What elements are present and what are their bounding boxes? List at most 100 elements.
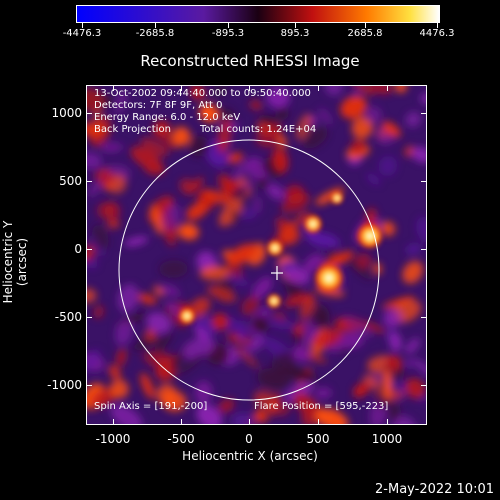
- emission-blob: [310, 303, 330, 330]
- emission-blob: [241, 208, 258, 220]
- solar-image-plot: [86, 85, 427, 425]
- emission-blob: [87, 121, 106, 138]
- emission-blob: [87, 87, 105, 112]
- x-axis-tick: [387, 419, 388, 425]
- emission-blob: [258, 177, 269, 190]
- emission-blob: [115, 89, 127, 114]
- colorbar-label: 4476.3: [419, 28, 455, 39]
- colorbar-label: 2685.8: [347, 28, 383, 39]
- x-axis-tick: [249, 85, 250, 91]
- emission-blob: [283, 293, 314, 307]
- emission-blob: [392, 415, 417, 424]
- total-counts-text: Total counts: 1.24E+04: [200, 124, 317, 135]
- x-tick-label: 0: [245, 432, 253, 446]
- emission-blob: [161, 204, 181, 231]
- emission-blob: [196, 404, 222, 424]
- emission-blob: [284, 219, 304, 229]
- emission-blob: [188, 135, 210, 157]
- spin-axis-text: Spin Axis = [191,-200]: [94, 401, 208, 412]
- colorbar-tick: [155, 23, 156, 28]
- emission-blob: [402, 261, 424, 284]
- emission-blob: [153, 285, 164, 297]
- emission-blob: [404, 337, 420, 355]
- emission-blob: [190, 86, 205, 100]
- x-tick-label: -1000: [95, 432, 131, 446]
- emission-blob: [383, 309, 402, 328]
- emission-blob: [373, 263, 382, 275]
- emission-blob: [404, 145, 415, 157]
- emission-blob: [90, 387, 117, 408]
- emission-blob: [144, 161, 165, 175]
- emission-blob: [206, 285, 237, 302]
- emission-blob: [264, 318, 296, 330]
- emission-blob: [230, 209, 239, 224]
- emission-blob: [420, 93, 426, 105]
- x-axis-tick: [113, 419, 114, 425]
- emission-blob: [87, 152, 103, 169]
- emission-blob: [413, 359, 426, 377]
- emission-blob: [285, 267, 311, 285]
- emission-blob: [412, 146, 426, 163]
- emission-blob: [194, 380, 213, 404]
- image-title: Reconstructed RHESSI Image: [140, 52, 360, 70]
- x-axis-tick: [249, 419, 250, 425]
- emission-blob: [350, 139, 367, 155]
- emission-blob: [306, 232, 340, 248]
- colorbar-tick: [228, 23, 229, 28]
- emission-blob: [355, 253, 372, 269]
- emission-blob: [202, 190, 233, 205]
- emission-blob: [116, 348, 127, 367]
- emission-blob: [278, 225, 300, 246]
- flare-position-text: Flare Position = [595,-223]: [254, 401, 389, 412]
- bright-source: [356, 222, 384, 250]
- emission-blob: [152, 120, 171, 138]
- emission-blob: [296, 113, 312, 141]
- emission-blob: [384, 354, 403, 372]
- emission-blob: [380, 221, 396, 236]
- y-axis-tick: [421, 385, 427, 386]
- y-tick-label: -500: [54, 310, 82, 324]
- emission-blob: [103, 201, 121, 222]
- emission-blob: [258, 115, 277, 125]
- emission-blob: [140, 137, 169, 157]
- colorbar-label: -2685.8: [135, 28, 175, 39]
- emission-blob: [416, 216, 426, 243]
- emission-blob: [108, 364, 121, 380]
- emission-blob: [242, 345, 252, 354]
- x-axis-tick: [181, 419, 182, 425]
- emission-blob: [255, 131, 281, 148]
- emission-blob: [188, 177, 204, 193]
- emission-blob: [253, 409, 268, 423]
- y-axis-tick: [86, 385, 92, 386]
- y-axis-tick: [421, 181, 427, 182]
- emission-blob: [226, 333, 253, 345]
- emission-blob: [353, 382, 370, 398]
- detectors-text: Detectors: 7F 8F 9F, Att 0: [94, 100, 223, 111]
- emission-blob: [266, 87, 290, 108]
- emission-blob: [249, 100, 263, 110]
- emission-blob: [211, 313, 229, 331]
- emission-blob: [194, 323, 208, 342]
- colorbar-tick: [82, 23, 83, 28]
- emission-blob: [115, 318, 133, 346]
- emission-blob: [199, 265, 230, 280]
- emission-blob: [117, 284, 139, 313]
- emission-blob: [142, 351, 172, 365]
- bright-source: [266, 293, 282, 309]
- bright-source: [330, 191, 344, 205]
- emission-blob: [194, 316, 215, 330]
- emission-blob: [272, 147, 289, 173]
- x-axis-tick: [181, 85, 182, 91]
- emission-blob: [279, 402, 292, 416]
- y-axis-tick: [421, 317, 427, 318]
- emission-blob: [140, 372, 155, 400]
- emission-blob: [218, 398, 235, 414]
- colorbar-tick: [295, 23, 296, 28]
- x-axis-tick: [318, 85, 319, 91]
- x-axis-label: Heliocentric X (arcsec): [182, 449, 318, 463]
- emission-blob: [314, 408, 349, 424]
- emission-blob: [266, 183, 285, 200]
- emission-blob: [351, 116, 373, 139]
- emission-blob: [241, 295, 260, 316]
- bright-source: [266, 239, 284, 257]
